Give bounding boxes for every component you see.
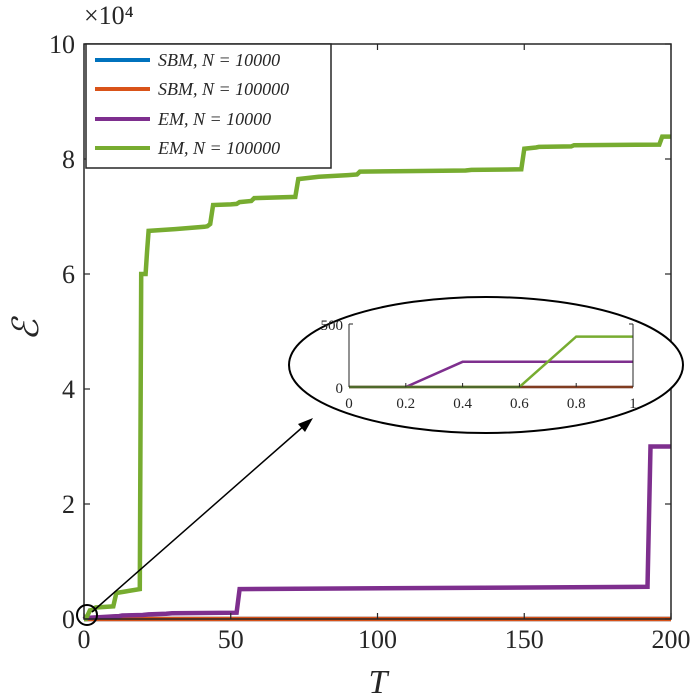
inset-y-tick-label: 500 [321, 318, 344, 334]
y-tick-label: 0 [62, 605, 75, 634]
inset-y-tick-label: 0 [336, 381, 344, 397]
inset-x-tick-label: 1 [629, 396, 637, 412]
legend-entry-sbm-10000: SBM, N = 10000 [95, 50, 280, 70]
series-line-em-n-100000 [83, 134, 671, 622]
y-axis-multiplier: ×10⁴ [84, 1, 134, 30]
y-tick-label: 8 [62, 145, 75, 174]
legend-label-em-10000: EM, N = 10000 [157, 109, 271, 129]
legend-label-em-100000: EM, N = 100000 [157, 138, 280, 158]
y-tick-label: 10 [49, 30, 75, 59]
y-tick-label: 6 [62, 260, 75, 289]
series-line-em-n-10000 [82, 444, 671, 622]
y-tick-label: 2 [62, 490, 75, 519]
inset-x-tick-label: 0.6 [510, 396, 529, 412]
y-axis-label: ℰ [6, 316, 46, 341]
legend-entry-em-100000: EM, N = 100000 [95, 138, 280, 158]
zoom-ellipse [288, 296, 684, 434]
inset-x-tick-label: 0.8 [567, 396, 586, 412]
legend-label-sbm-10000: SBM, N = 10000 [158, 50, 280, 70]
x-tick-label: 200 [652, 625, 691, 654]
x-axis-label: T [369, 664, 390, 698]
inset-x-tick-label: 0 [345, 396, 353, 412]
legend: SBM, N = 10000 SBM, N = 100000 EM, N = 1… [85, 43, 332, 169]
x-tick-label: 150 [505, 625, 544, 654]
inset-plot: 0 0.2 0.4 0.6 0.8 1 0 500 [321, 318, 637, 412]
legend-label-sbm-100000: SBM, N = 100000 [158, 79, 289, 99]
zoom-arrow-head [298, 418, 313, 432]
x-tick-label: 0 [78, 625, 91, 654]
x-tick-label: 50 [218, 625, 244, 654]
legend-entry-em-10000: EM, N = 10000 [95, 109, 271, 129]
inset-x-tick-label: 0.2 [396, 396, 415, 412]
y-tick-label: 4 [62, 375, 75, 404]
zoom-marker-circle [76, 604, 98, 626]
inset-x-tick-label: 0.4 [453, 396, 472, 412]
x-tick-label: 100 [358, 625, 397, 654]
zoom-arrow [91, 424, 306, 613]
legend-entry-sbm-100000: SBM, N = 100000 [95, 79, 289, 99]
x-axis: 0 50 100 150 200 [78, 44, 691, 654]
